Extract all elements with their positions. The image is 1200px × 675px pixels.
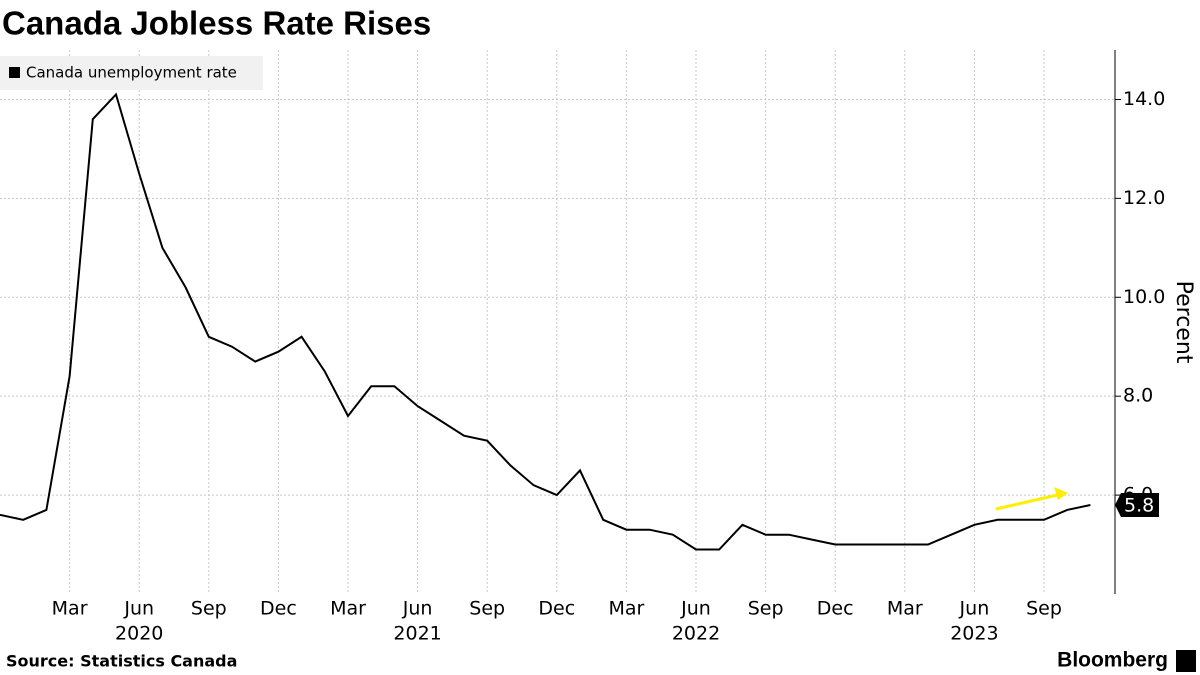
x-tick-label: Jun — [680, 598, 711, 620]
x-year-label: 2020 — [115, 623, 163, 645]
annotation-arrow — [995, 492, 1063, 511]
legend — [0, 56, 263, 90]
x-tick-label: Jun — [123, 598, 154, 620]
x-tick-label: Mar — [608, 598, 644, 620]
x-tick-label: Mar — [887, 598, 923, 620]
x-tick-label: Mar — [330, 598, 366, 620]
annotation-arrowhead — [1054, 487, 1068, 500]
y-tick-label: 12.0 — [1123, 187, 1165, 209]
y-axis-label: Percent — [1171, 281, 1196, 364]
last-value-label: 5.8 — [1124, 494, 1154, 516]
x-tick-label: Jun — [959, 598, 990, 620]
x-year-label: 2023 — [950, 623, 998, 645]
line-series — [0, 92, 1091, 551]
x-tick-label: Jun — [402, 598, 433, 620]
x-year-label: 2022 — [672, 623, 720, 645]
x-year-label: 2021 — [393, 623, 441, 645]
x-tick-label: Dec — [260, 598, 297, 620]
x-tick-label: Dec — [817, 598, 854, 620]
chart-title: Canada Jobless Rate Rises — [2, 5, 431, 42]
y-tick-label: 8.0 — [1123, 385, 1153, 407]
source: Source: Statistics Canada — [6, 652, 237, 671]
x-tick-label: Dec — [538, 598, 575, 620]
x-tick-label: Sep — [748, 598, 784, 620]
last-value-box — [1115, 492, 1159, 517]
brand: Bloomberg — [1057, 649, 1168, 672]
legend-swatch — [9, 67, 20, 78]
x-tick-label: Sep — [1026, 598, 1062, 620]
y-tick-label: 14.0 — [1123, 88, 1165, 110]
y-tick-label: 10.0 — [1123, 286, 1165, 308]
x-tick-label: Sep — [469, 598, 505, 620]
legend-label: Canada unemployment rate — [26, 64, 237, 82]
x-tick-label: Mar — [52, 598, 88, 620]
x-tick-label: Sep — [191, 598, 227, 620]
brand-icon — [1176, 650, 1196, 672]
